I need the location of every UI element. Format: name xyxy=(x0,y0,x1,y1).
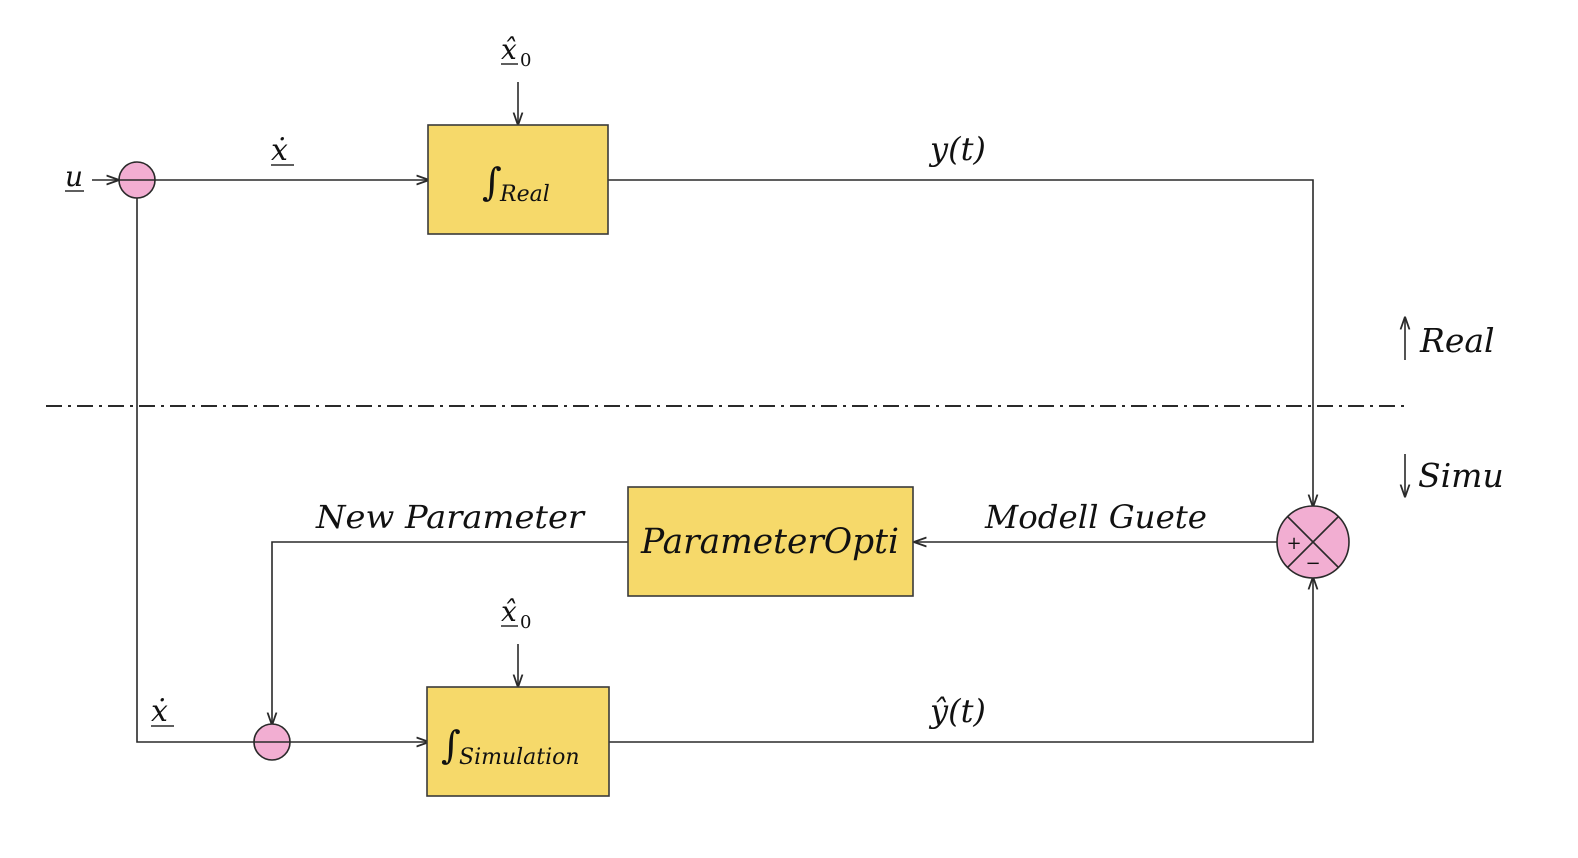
new-parameter-label: New Parameter xyxy=(315,498,586,536)
region-simu-label: Simu xyxy=(1418,456,1504,495)
real-integral-symbol: ∫ xyxy=(482,160,502,204)
svg-text:x̂: x̂ xyxy=(501,33,517,66)
simulation-integrator-block: ∫ Simulation xyxy=(426,686,610,797)
parameter-opti-label: ParameterOpti xyxy=(640,522,899,562)
simulation-integral-symbol: ∫ xyxy=(441,723,461,767)
x0-top-label: x̂ 0 xyxy=(501,33,531,71)
region-real-label: Real xyxy=(1419,321,1495,360)
real-block-subscript: Real xyxy=(499,182,550,207)
modell-guete-label: Modell Guete xyxy=(984,498,1207,536)
simulation-block-subscript: Simulation xyxy=(459,745,580,770)
comparator-node: + − xyxy=(1276,505,1350,579)
y-real-wire xyxy=(608,179,1313,506)
svg-text:x̂: x̂ xyxy=(501,595,517,628)
new-parameter-wire xyxy=(272,541,628,724)
y-real-label: y(t) xyxy=(928,130,986,168)
comparator-plus-sign: + xyxy=(1286,533,1301,554)
xdot-bottom-label: ẋ xyxy=(151,694,168,729)
input-u-label: u xyxy=(65,160,84,193)
y-sim-label: ŷ(t) xyxy=(928,692,986,730)
x0-bottom-label: x̂ 0 xyxy=(501,595,531,633)
parameter-opti-block: ParameterOpti xyxy=(627,486,914,597)
top-summing-node xyxy=(118,161,156,199)
y-sim-wire xyxy=(609,578,1313,743)
xdot-top-label: ẋ xyxy=(271,133,288,168)
svg-text:u: u xyxy=(65,160,83,193)
bottom-summing-node xyxy=(253,723,291,761)
xdot-branch-wire xyxy=(136,198,254,743)
svg-text:0: 0 xyxy=(520,50,531,71)
comparator-minus-sign: − xyxy=(1305,553,1320,574)
real-integrator-block: ∫ Real xyxy=(427,124,609,235)
svg-text:0: 0 xyxy=(520,612,531,633)
